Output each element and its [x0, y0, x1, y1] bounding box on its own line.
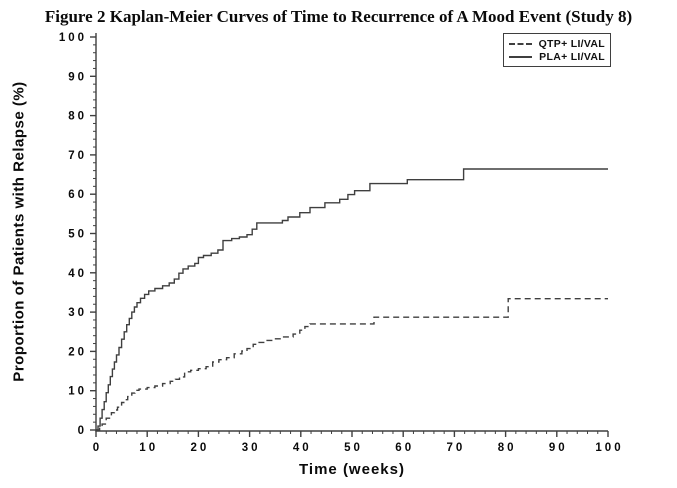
dashed-line-sample-icon — [509, 42, 532, 45]
x-tick-label: 70 — [447, 442, 466, 454]
pla-curve — [96, 168, 608, 431]
x-tick-label: 50 — [344, 442, 363, 454]
x-tick-label: 0 — [93, 442, 102, 454]
y-tick-label: 90 — [68, 71, 87, 83]
y-tick-label: 20 — [68, 346, 87, 358]
y-tick-label: 10 — [68, 386, 87, 398]
legend-entry-pla: PLA+ LI/VAL — [509, 50, 605, 63]
legend-label-pla: PLA+ LI/VAL — [539, 50, 605, 63]
x-tick-label: 40 — [293, 442, 312, 454]
x-tick-label: 60 — [395, 442, 414, 454]
x-tick-label: 20 — [191, 442, 210, 454]
x-tick-label: 80 — [498, 442, 517, 454]
y-tick-label: 100 — [59, 32, 87, 44]
x-tick-label: 100 — [595, 442, 623, 454]
legend-entry-qtp: QTP+ LI/VAL — [509, 37, 605, 50]
y-tick-label: 80 — [68, 111, 87, 123]
legend-label-qtp: QTP+ LI/VAL — [538, 37, 605, 50]
legend-box: QTP+ LI/VAL PLA+ LI/VAL — [503, 33, 611, 67]
figure-title: Figure 2 Kaplan-Meier Curves of Time to … — [44, 7, 633, 26]
y-tick-label: 40 — [68, 268, 87, 280]
y-tick-label: 50 — [68, 229, 87, 241]
solid-line-sample-icon — [509, 55, 533, 58]
y-tick-label: 30 — [68, 307, 87, 319]
x-tick-label: 30 — [242, 442, 261, 454]
y-tick-label: 0 — [78, 425, 87, 437]
x-tick-label: 10 — [139, 442, 158, 454]
y-axis-title: Proportion of Patients with Relapse (%) — [10, 81, 28, 382]
y-tick-label: 70 — [68, 150, 87, 162]
x-axis-title: Time (weeks) — [299, 461, 405, 478]
y-tick-label: 60 — [68, 189, 87, 201]
qtp-curve — [96, 298, 608, 431]
x-tick-label: 90 — [549, 442, 568, 454]
